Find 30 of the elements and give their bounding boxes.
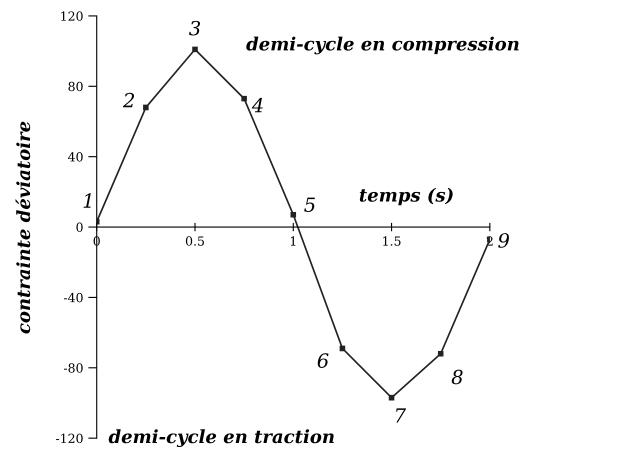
x-tick-label: 0.5 (186, 236, 204, 246)
y-tick-label: -80 (64, 363, 83, 373)
annotation: 8 (452, 370, 463, 384)
annotation: 3 (189, 20, 200, 36)
annotation: 5 (304, 198, 315, 212)
annotation: 1 (84, 193, 91, 208)
annotation: 6 (318, 353, 329, 368)
annotation: demi-cycle en compression (246, 36, 519, 54)
y-tick-label: 80 (68, 82, 83, 92)
x-tick-label: 1.5 (383, 236, 401, 246)
annotation: 7 (396, 408, 406, 423)
point (340, 346, 346, 352)
point (388, 394, 394, 400)
point (143, 104, 149, 110)
point (438, 350, 444, 356)
y-tick-label: -40 (64, 292, 83, 302)
point (192, 46, 198, 52)
annotation: 4 (252, 98, 263, 112)
y-tick-label: 0 (76, 222, 83, 232)
annotation: demi-cycle en traction (108, 429, 334, 448)
y-tick-label: 40 (68, 152, 83, 162)
y-tick-label: 120 (61, 11, 83, 21)
annotation: 9 (498, 233, 509, 248)
y-axis-title: contrainte déviatoire (16, 122, 30, 334)
x-axis-title: temps (s) (360, 188, 453, 206)
y-tick-label: -120 (56, 434, 83, 444)
annotation: 2 (122, 92, 134, 108)
point (241, 96, 247, 102)
point (290, 212, 296, 218)
x-tick-label: 1 (290, 236, 296, 246)
